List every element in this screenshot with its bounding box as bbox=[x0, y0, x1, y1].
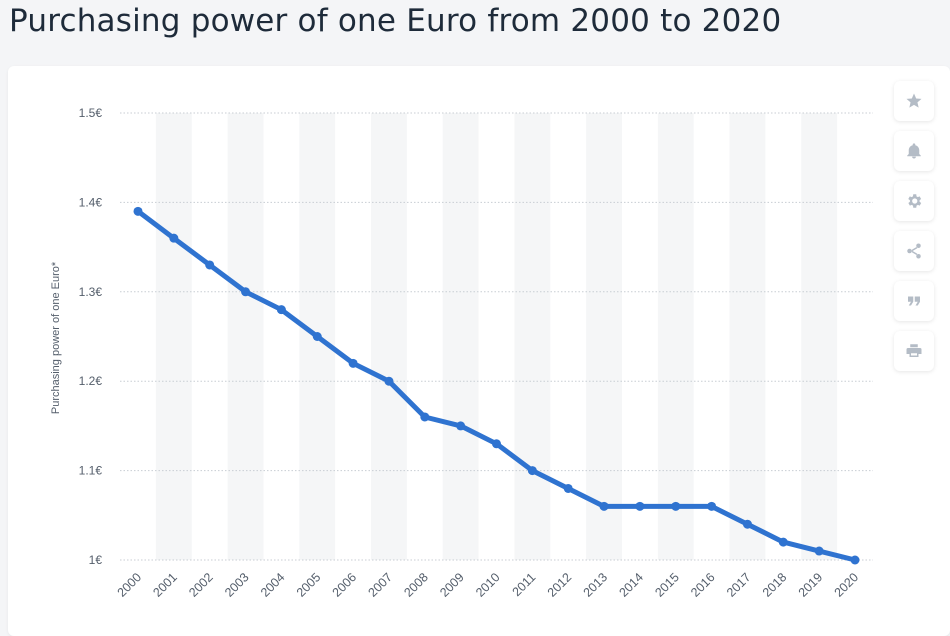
x-tick-label: 2014 bbox=[616, 570, 646, 600]
data-point[interactable] bbox=[563, 483, 573, 493]
x-axis-ticks: 2000 2001 2002 2003 2004 2005 2006 2007 2008 2009… bbox=[115, 570, 862, 600]
data-points bbox=[133, 206, 860, 565]
column-band bbox=[657, 113, 694, 560]
column-band bbox=[586, 113, 622, 560]
column-bands bbox=[155, 113, 838, 560]
y-tick-label: 1.1€ bbox=[79, 464, 103, 478]
column-band bbox=[514, 113, 551, 560]
share-button[interactable] bbox=[894, 231, 934, 271]
column-band bbox=[442, 113, 479, 560]
share-icon bbox=[907, 243, 921, 259]
column-band bbox=[801, 113, 838, 560]
x-tick-label: 2009 bbox=[437, 570, 467, 600]
data-point[interactable] bbox=[492, 439, 501, 449]
x-tick-label: 2020 bbox=[832, 570, 862, 600]
y-tick-label: 1.2€ bbox=[79, 374, 103, 388]
print-button[interactable] bbox=[894, 331, 934, 371]
star-icon bbox=[906, 93, 922, 108]
data-point[interactable] bbox=[707, 501, 717, 511]
x-tick-label: 2000 bbox=[115, 570, 145, 600]
x-tick-label: 2003 bbox=[222, 570, 252, 600]
page-title: Purchasing power of one Euro from 2000 t… bbox=[9, 3, 782, 39]
y-tick-label: 1€ bbox=[89, 553, 103, 567]
print-icon bbox=[906, 344, 922, 357]
data-point[interactable] bbox=[814, 546, 824, 556]
settings-button[interactable] bbox=[894, 181, 934, 221]
column-band bbox=[155, 113, 192, 560]
y-tick-label: 1.3€ bbox=[79, 285, 103, 299]
x-tick-label: 2007 bbox=[366, 570, 396, 600]
data-point[interactable] bbox=[420, 412, 430, 422]
data-point[interactable] bbox=[527, 466, 537, 476]
x-tick-label: 2016 bbox=[688, 570, 718, 600]
x-tick-label: 2005 bbox=[294, 570, 324, 600]
gridlines bbox=[120, 112, 873, 561]
x-tick-label: 2019 bbox=[796, 570, 826, 600]
x-tick-label: 2015 bbox=[652, 570, 682, 600]
y-tick-label: 1.4€ bbox=[79, 195, 103, 209]
notification-button[interactable] bbox=[894, 131, 934, 171]
data-point[interactable] bbox=[205, 260, 215, 270]
x-tick-label: 2017 bbox=[724, 570, 754, 600]
data-point[interactable] bbox=[133, 206, 143, 216]
gear-icon bbox=[908, 194, 922, 208]
data-point[interactable] bbox=[276, 305, 286, 315]
y-tick-label: 1.5€ bbox=[79, 106, 103, 120]
data-point[interactable] bbox=[384, 376, 394, 386]
x-tick-label: 2018 bbox=[760, 570, 790, 600]
data-point[interactable] bbox=[778, 537, 788, 547]
x-tick-label: 2013 bbox=[581, 570, 611, 600]
x-tick-label: 2004 bbox=[258, 570, 288, 600]
x-tick-label: 2012 bbox=[545, 570, 575, 600]
column-band bbox=[371, 113, 407, 560]
data-point[interactable] bbox=[456, 421, 466, 431]
quote-icon bbox=[908, 296, 920, 306]
favorite-button[interactable] bbox=[894, 81, 934, 121]
x-tick-label: 2011 bbox=[510, 570, 539, 599]
bell-icon bbox=[907, 143, 921, 159]
column-band bbox=[227, 113, 264, 560]
data-point[interactable] bbox=[241, 287, 251, 297]
x-tick-label: 2002 bbox=[186, 570, 216, 600]
y-axis-label: Purchasing power of one Euro* bbox=[50, 261, 62, 414]
x-tick-label: 2001 bbox=[150, 570, 180, 600]
cite-button[interactable] bbox=[894, 281, 934, 321]
data-point[interactable] bbox=[348, 358, 358, 368]
column-band bbox=[729, 113, 766, 560]
x-tick-label: 2006 bbox=[330, 570, 360, 600]
x-tick-label: 2010 bbox=[473, 570, 503, 600]
data-point[interactable] bbox=[850, 555, 860, 565]
x-tick-label: 2008 bbox=[401, 570, 431, 600]
data-point[interactable] bbox=[671, 501, 681, 511]
data-point[interactable] bbox=[742, 519, 752, 529]
data-point[interactable] bbox=[312, 332, 322, 341]
data-point[interactable] bbox=[169, 233, 179, 243]
data-point[interactable] bbox=[635, 501, 645, 511]
y-axis-ticks: 1€ 1.1€ 1.2€ 1.3€ 1.4€ 1.5€ bbox=[79, 106, 103, 567]
data-point[interactable] bbox=[599, 501, 609, 511]
chart-toolbar bbox=[894, 81, 934, 371]
